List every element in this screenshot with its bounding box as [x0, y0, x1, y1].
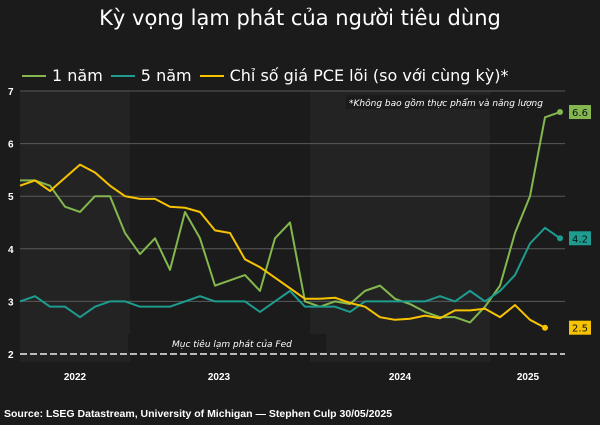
year-band-2022	[20, 91, 130, 362]
legend-label: 1 năm	[52, 66, 103, 85]
source-credit: Source: LSEG Datastream, University of M…	[4, 408, 393, 420]
footnote-annotation: *Không bao gồm thực phẩm và năng lượng	[349, 98, 543, 109]
end-value-badge	[569, 320, 591, 335]
x-tick-label: 2022	[64, 372, 87, 383]
end-point-marker	[557, 235, 563, 242]
y-tick-label: 4	[8, 245, 14, 256]
chart-title: Kỳ vọng lạm phát của người tiêu dùng	[99, 6, 501, 30]
year-band-2024	[310, 91, 490, 362]
ref-label-bg	[128, 334, 326, 352]
legend-item-pce: Chỉ số giá PCE lõi (so với cùng kỳ)*	[199, 66, 509, 85]
x-tick-label: 2025	[517, 372, 540, 383]
end-value-label: 2.5	[572, 324, 588, 335]
legend-swatch	[22, 74, 46, 77]
end-value-badge	[569, 105, 591, 120]
legend-item-1yr: 1 năm	[22, 66, 103, 85]
end-value-label: 6.6	[572, 108, 588, 119]
legend-swatch	[199, 74, 224, 77]
legend: 1 năm 5 năm Chỉ số giá PCE lõi (so với c…	[22, 66, 516, 85]
end-point-marker	[557, 109, 563, 116]
legend-item-5yr: 5 năm	[110, 66, 192, 85]
legend-label: Chỉ số giá PCE lõi (so với cùng kỳ)*	[229, 66, 509, 85]
legend-swatch	[110, 74, 135, 77]
note-bg	[346, 95, 560, 109]
end-point-marker	[542, 324, 548, 331]
legend-label: 5 năm	[140, 66, 192, 85]
x-tick-label: 2024	[389, 372, 412, 383]
end-value-badge	[569, 231, 591, 246]
x-tick-label: 2023	[208, 372, 231, 383]
y-tick-label: 5	[8, 192, 14, 203]
y-tick-label: 3	[8, 297, 14, 308]
y-tick-label: 2	[8, 350, 14, 361]
y-tick-label: 7	[8, 87, 14, 98]
fed-target-label: Mục tiêu lạm phát của Fed	[172, 339, 292, 350]
series-line-2	[19, 163, 546, 329]
y-tick-label: 6	[8, 140, 14, 151]
end-value-label: 4.2	[572, 234, 588, 245]
